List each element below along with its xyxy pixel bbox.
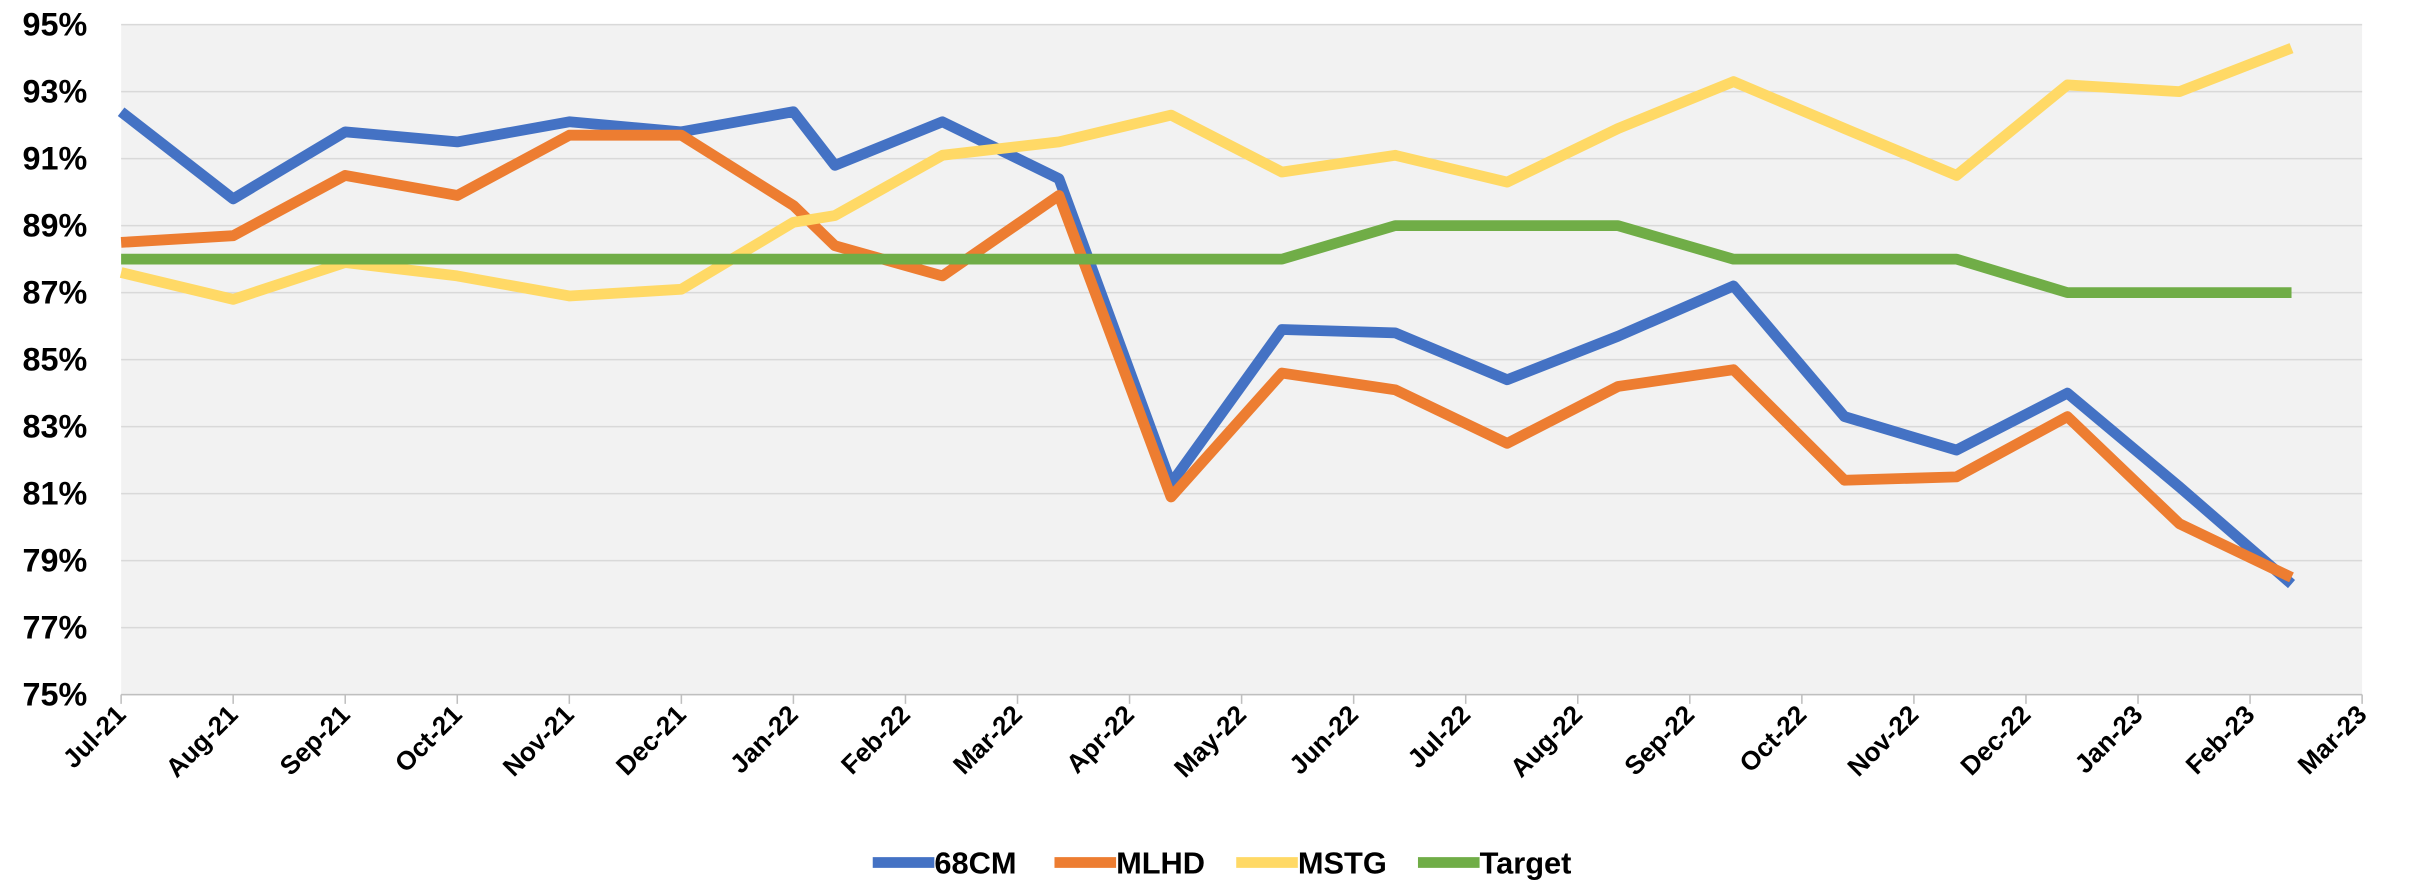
x-tick-label: Dec-22 [1954,699,2036,781]
legend-label: MSTG [1298,845,1387,880]
legend-label: Target [1480,845,1572,880]
y-tick-label: 79% [23,542,88,578]
x-tick-label: Mar-22 [947,699,1028,780]
y-tick-label: 77% [23,609,88,645]
x-tick-label: Sep-21 [274,699,356,781]
x-tick-label: Sep-22 [1618,699,1700,781]
y-tick-label: 93% [23,73,88,109]
y-tick-label: 89% [23,207,88,243]
x-tick-label: Mar-23 [2292,699,2373,780]
x-tick-label: Jan-22 [724,699,804,779]
y-tick-label: 95% [23,6,88,42]
x-tick-label: Nov-22 [1841,699,1924,782]
x-tick-label: Oct-22 [1733,699,1812,778]
y-tick-label: 87% [23,274,88,310]
x-tick-label: May-22 [1168,699,1252,783]
x-tick-label: Jun-22 [1283,699,1364,780]
x-tick-label: Nov-21 [497,699,580,782]
x-tick-label: Aug-22 [1504,699,1588,783]
y-tick-label: 83% [23,408,88,444]
y-tick-label: 91% [23,140,88,176]
x-tick-label: Apr-22 [1060,699,1140,779]
y-tick-label: 75% [23,676,88,712]
legend-label: 68CM [934,845,1016,880]
y-tick-label: 81% [23,475,88,511]
x-tick-label: Aug-21 [160,699,244,783]
series-line [120,129,2294,583]
x-tick-label: Oct-21 [389,699,468,778]
y-tick-label: 85% [23,341,88,377]
x-tick-label: Feb-22 [835,699,916,780]
x-tick-label: Dec-21 [610,699,692,781]
legend-label: MLHD [1116,845,1205,880]
x-tick-label: Jul-22 [1401,699,1476,774]
x-tick-label: Jan-23 [2069,699,2149,779]
series-line [119,43,2294,305]
series-line [121,220,2292,299]
x-tick-label: Feb-23 [2180,699,2261,780]
